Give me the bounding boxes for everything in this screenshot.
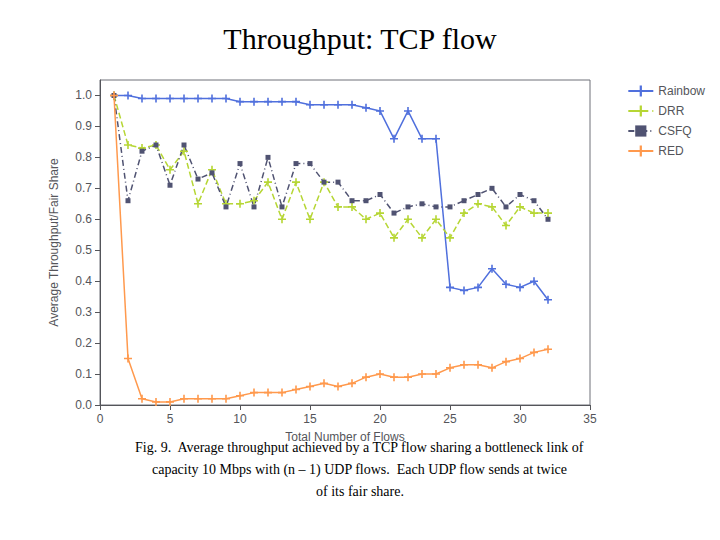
- svg-text:35: 35: [583, 412, 597, 426]
- svg-text:0.0: 0.0: [75, 398, 92, 412]
- svg-text:Total Number of Flows: Total Number of Flows: [285, 430, 404, 444]
- svg-text:Fig. 9. Average throughput ach: Fig. 9. Average throughput achieved by a…: [135, 439, 584, 455]
- svg-text:30: 30: [513, 412, 527, 426]
- svg-text:5: 5: [167, 412, 174, 426]
- svg-text:RED: RED: [658, 144, 684, 158]
- svg-text:1.0: 1.0: [75, 88, 92, 102]
- svg-text:DRR: DRR: [658, 104, 684, 118]
- svg-text:Average Throughput/Fair Share: Average Throughput/Fair Share: [47, 158, 61, 327]
- svg-text:25: 25: [443, 412, 457, 426]
- svg-text:Throughput: TCP flow: Throughput: TCP flow: [223, 22, 497, 55]
- svg-text:0.8: 0.8: [75, 150, 92, 164]
- svg-text:0.9: 0.9: [75, 119, 92, 133]
- svg-text:0.3: 0.3: [75, 305, 92, 319]
- svg-text:0.5: 0.5: [75, 243, 92, 257]
- svg-text:CSFQ: CSFQ: [658, 124, 691, 138]
- svg-text:0.4: 0.4: [75, 274, 92, 288]
- svg-text:0.7: 0.7: [75, 181, 92, 195]
- svg-text:Rainbow: Rainbow: [658, 84, 705, 98]
- svg-text:0.2: 0.2: [75, 336, 92, 350]
- svg-text:of its fair share.: of its fair share.: [316, 484, 404, 499]
- svg-text:10: 10: [233, 412, 247, 426]
- svg-text:0.6: 0.6: [75, 212, 92, 226]
- svg-text:0: 0: [97, 412, 104, 426]
- svg-text:15: 15: [303, 412, 317, 426]
- svg-text:0.1: 0.1: [75, 367, 92, 381]
- svg-text:20: 20: [373, 412, 387, 426]
- svg-text:capacity 10 Mbps with (n – 1): capacity 10 Mbps with (n – 1) UDP flows.…: [152, 462, 567, 478]
